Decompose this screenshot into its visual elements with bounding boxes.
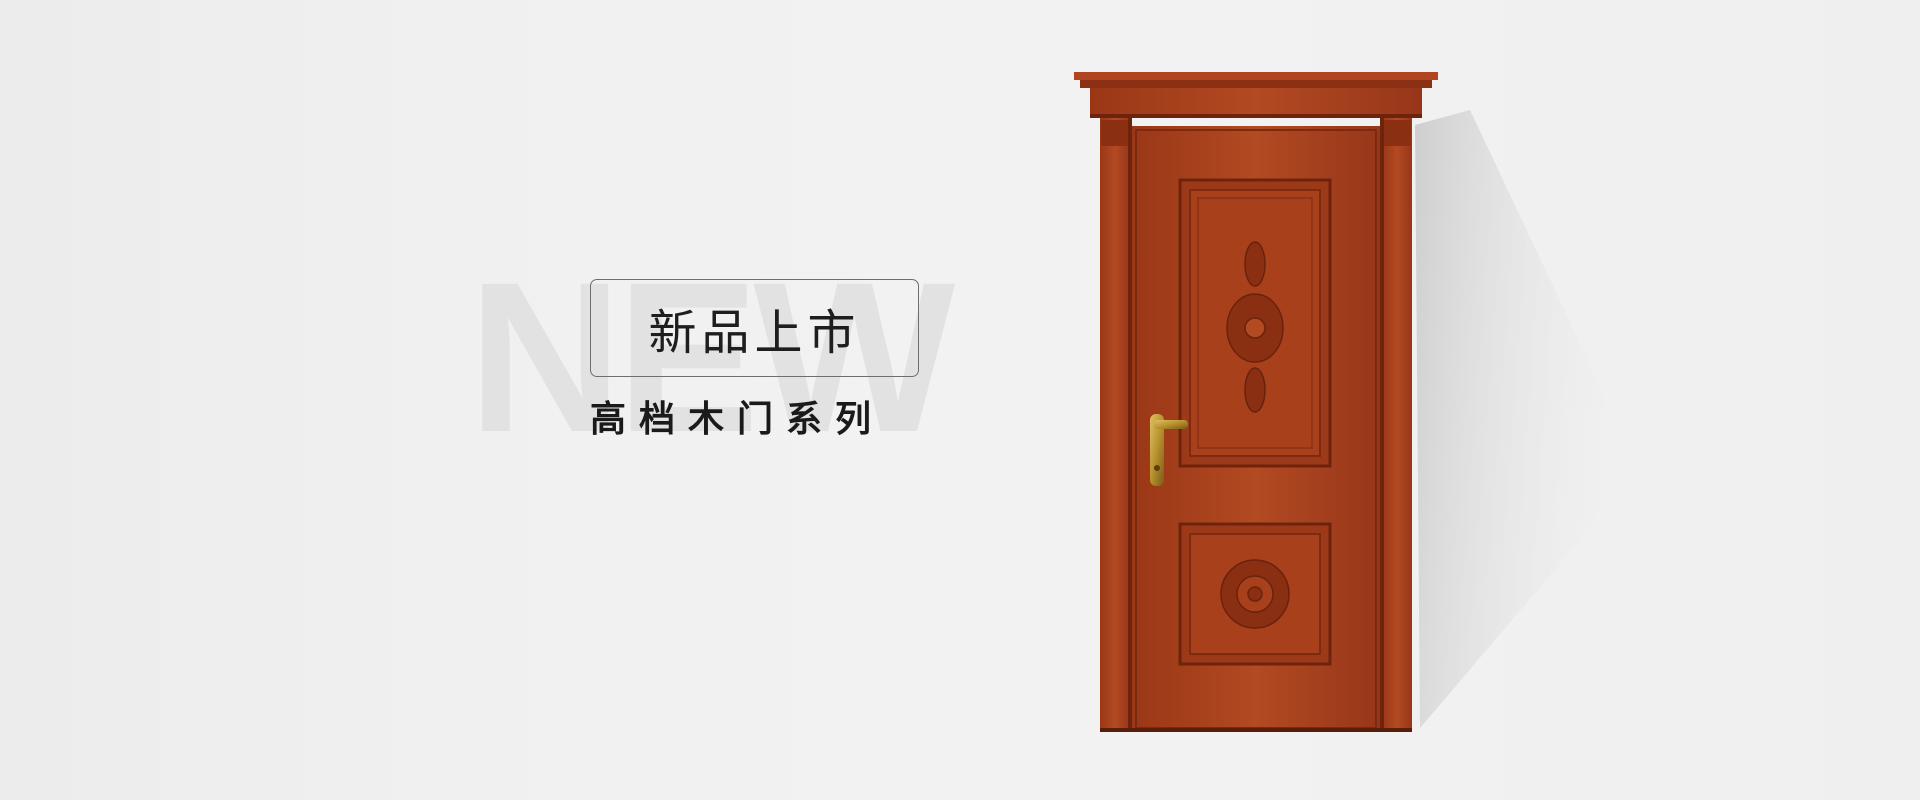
floral-carving-icon [1226, 241, 1284, 413]
new-watermark: NEW [468, 238, 955, 477]
rosette-carving-icon [1220, 559, 1290, 629]
product-series-subtitle: 高档木门系列 [590, 399, 885, 440]
new-arrival-box: 新品上市 [590, 279, 919, 377]
brass-lever-handle-icon [1150, 414, 1188, 486]
new-arrival-title: 新品上市 [648, 305, 861, 361]
carved-wooden-door-icon [1074, 72, 1438, 732]
